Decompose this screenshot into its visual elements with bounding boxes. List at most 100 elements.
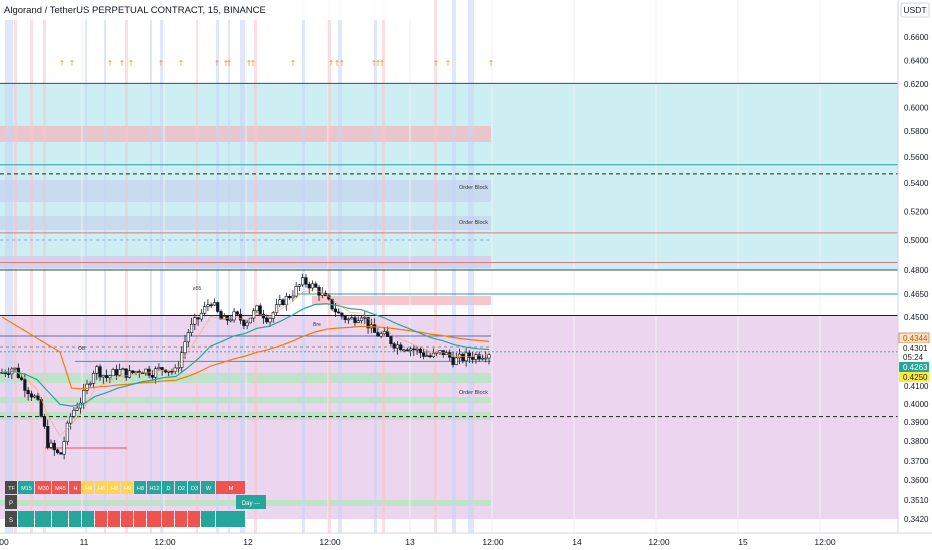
table-header-text: H4	[85, 486, 92, 492]
price-tick: 0.6600	[904, 33, 929, 42]
candle-body	[265, 317, 269, 323]
candle-body	[235, 311, 239, 315]
candle-body	[405, 349, 409, 352]
candle-body	[111, 369, 115, 377]
candle-body	[199, 312, 203, 320]
table-s-cell	[18, 511, 34, 527]
candle-body	[418, 348, 422, 354]
signal-marker: ↑	[158, 59, 165, 68]
table-s-cell	[188, 511, 200, 527]
table-header-text: H8	[137, 486, 144, 492]
session-band	[338, 0, 342, 533]
price-badge	[899, 352, 929, 362]
candle-body	[402, 349, 406, 352]
signal-marker: ↑	[334, 59, 341, 68]
table-header-text: M30	[38, 486, 49, 492]
table-header-cell	[134, 481, 146, 494]
table-s-cell	[134, 511, 146, 527]
candle-body	[62, 441, 66, 455]
candle-body	[337, 311, 341, 314]
candle-body	[170, 370, 174, 373]
candle-body	[88, 383, 92, 385]
price-tick: 0.5000	[904, 236, 929, 245]
table-header-text: H8	[111, 486, 118, 492]
candle-body	[150, 375, 154, 378]
currency-label: USDT	[903, 5, 926, 15]
candle-body	[118, 369, 122, 376]
candle-body	[232, 311, 236, 321]
candle-body	[108, 375, 112, 379]
candle-body	[353, 317, 357, 323]
candle-body	[304, 277, 308, 285]
table-header-cell	[95, 481, 107, 494]
candle-body	[59, 452, 63, 455]
candle-body	[288, 296, 292, 299]
price-tick: 0.4500	[904, 313, 929, 322]
candle-body	[242, 319, 246, 326]
candle-body	[114, 369, 118, 376]
candle-body	[271, 312, 275, 319]
price-tick: 0.5600	[904, 153, 929, 162]
table-header-text: D	[167, 486, 171, 492]
level-lines	[0, 82, 898, 449]
session-band	[302, 0, 305, 533]
price-badge	[899, 372, 929, 382]
session-band	[125, 0, 128, 533]
candle-body	[480, 357, 485, 360]
session-band	[85, 0, 87, 533]
time-tick: 12:00	[482, 537, 504, 547]
candle-body	[389, 336, 393, 344]
candle-body	[65, 422, 69, 442]
candle-body	[203, 306, 207, 314]
timeframe-table: TF M15 M30 M45 H H4 H6 H8 H9 H8 H12 D D2 D3 W M P Day ---…	[5, 481, 266, 527]
candle-body	[467, 352, 471, 358]
order-block-label: Order Block	[459, 185, 488, 191]
session-bands	[5, 0, 474, 533]
table-s-cell	[147, 511, 161, 527]
candle-body	[26, 390, 30, 395]
candle-body	[294, 286, 298, 297]
candle-body	[333, 308, 337, 313]
price-tick: 0.4000	[904, 400, 929, 409]
candle-body	[454, 357, 458, 365]
candle-body	[343, 315, 347, 320]
session-band	[216, 0, 219, 533]
annotations: Order Block Order Block Order Block e55 OB Br…	[78, 185, 488, 396]
candle-body	[6, 373, 11, 375]
table-s-cell	[162, 511, 174, 527]
table-header-text: M45	[55, 486, 66, 492]
candle-body	[261, 314, 266, 319]
session-band	[150, 0, 152, 533]
ema-short	[1, 289, 490, 437]
candle-body	[124, 368, 128, 378]
candle-body	[422, 352, 426, 357]
candle-body	[131, 370, 135, 374]
candle-body	[307, 283, 311, 289]
price-tick: 0.3800	[904, 437, 929, 446]
table-header-cell	[82, 481, 94, 494]
time-tick: 11	[80, 537, 89, 547]
order-block-label: Order Block	[459, 390, 488, 396]
table-p-label: P	[9, 501, 13, 507]
candle-body	[431, 352, 436, 358]
candle-body	[373, 324, 377, 333]
session-band	[328, 0, 331, 533]
price-badge-text: 0.4250	[903, 373, 928, 382]
candle-body	[359, 317, 364, 321]
session-band	[374, 0, 377, 533]
time-tick: 14	[572, 537, 582, 547]
candle-body	[412, 348, 416, 351]
table-header-cell	[69, 481, 81, 494]
time-tick: 12:00	[648, 537, 670, 547]
candle-body	[121, 368, 125, 371]
ema-fast	[1, 303, 490, 407]
candle-body	[415, 348, 419, 351]
candle-body	[229, 319, 233, 322]
candle-body	[216, 302, 220, 312]
candle-body	[55, 449, 60, 453]
table-p-status: Day ---	[242, 501, 260, 507]
candle-body	[268, 318, 272, 323]
session-band	[43, 0, 46, 533]
candle-body	[212, 302, 217, 306]
